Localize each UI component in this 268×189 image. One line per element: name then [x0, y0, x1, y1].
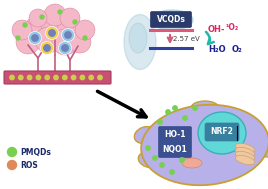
Ellipse shape: [235, 143, 255, 153]
Circle shape: [46, 26, 58, 40]
Circle shape: [83, 36, 87, 40]
Circle shape: [58, 10, 62, 14]
Circle shape: [18, 75, 23, 80]
Circle shape: [153, 156, 157, 160]
Circle shape: [12, 20, 32, 40]
Text: 2.57 eV: 2.57 eV: [173, 36, 200, 42]
Text: VCQDs: VCQDs: [157, 15, 185, 24]
Circle shape: [23, 23, 27, 27]
Circle shape: [80, 75, 85, 80]
FancyBboxPatch shape: [158, 126, 192, 143]
Circle shape: [98, 75, 102, 80]
Circle shape: [60, 8, 80, 28]
Circle shape: [146, 146, 150, 150]
Circle shape: [61, 29, 75, 42]
Circle shape: [58, 42, 72, 54]
Circle shape: [69, 31, 91, 53]
Circle shape: [193, 106, 197, 110]
Ellipse shape: [198, 112, 246, 154]
Circle shape: [24, 16, 52, 44]
Circle shape: [44, 45, 50, 51]
Circle shape: [10, 75, 14, 80]
Circle shape: [54, 75, 58, 80]
Circle shape: [89, 75, 94, 80]
FancyArrowPatch shape: [206, 32, 214, 44]
Circle shape: [65, 32, 71, 38]
Text: HO-1: HO-1: [164, 130, 186, 139]
Circle shape: [44, 4, 66, 26]
FancyBboxPatch shape: [205, 123, 239, 141]
Circle shape: [32, 35, 38, 41]
Circle shape: [71, 75, 76, 80]
Text: ¹O₂: ¹O₂: [226, 23, 239, 33]
Ellipse shape: [141, 105, 268, 185]
Ellipse shape: [124, 15, 156, 70]
Circle shape: [52, 29, 78, 55]
Circle shape: [27, 75, 32, 80]
Circle shape: [16, 30, 40, 54]
Circle shape: [57, 17, 83, 43]
Circle shape: [28, 32, 42, 44]
Text: OH-: OH-: [208, 26, 225, 35]
Text: NRF2: NRF2: [211, 128, 233, 136]
FancyBboxPatch shape: [4, 71, 111, 84]
Circle shape: [8, 160, 17, 170]
Text: NQO1: NQO1: [163, 145, 187, 154]
Ellipse shape: [235, 147, 255, 157]
Text: PMQDs: PMQDs: [20, 147, 51, 156]
Circle shape: [75, 20, 95, 40]
Ellipse shape: [138, 153, 158, 167]
Ellipse shape: [134, 127, 156, 143]
Text: H₂O: H₂O: [208, 44, 226, 53]
Text: ROS: ROS: [20, 160, 38, 170]
Circle shape: [173, 106, 177, 110]
Ellipse shape: [235, 151, 255, 161]
Circle shape: [8, 147, 17, 156]
Circle shape: [40, 15, 44, 19]
Circle shape: [160, 163, 164, 167]
Circle shape: [36, 75, 40, 80]
Ellipse shape: [235, 155, 255, 165]
Circle shape: [170, 170, 174, 174]
Ellipse shape: [129, 23, 147, 53]
Ellipse shape: [182, 158, 202, 168]
Circle shape: [73, 20, 77, 24]
FancyBboxPatch shape: [151, 12, 192, 28]
Circle shape: [183, 116, 187, 120]
Ellipse shape: [191, 101, 219, 115]
Circle shape: [63, 75, 67, 80]
Ellipse shape: [258, 139, 268, 157]
Text: O₂: O₂: [232, 44, 243, 53]
Ellipse shape: [151, 10, 193, 30]
Circle shape: [35, 27, 61, 53]
Circle shape: [49, 30, 55, 36]
Circle shape: [40, 42, 54, 54]
Circle shape: [166, 110, 170, 114]
FancyBboxPatch shape: [158, 142, 192, 157]
Circle shape: [41, 11, 69, 39]
Circle shape: [45, 75, 49, 80]
Circle shape: [62, 45, 68, 51]
Circle shape: [180, 158, 184, 162]
Circle shape: [158, 120, 162, 124]
Circle shape: [16, 36, 20, 40]
Circle shape: [29, 9, 47, 27]
